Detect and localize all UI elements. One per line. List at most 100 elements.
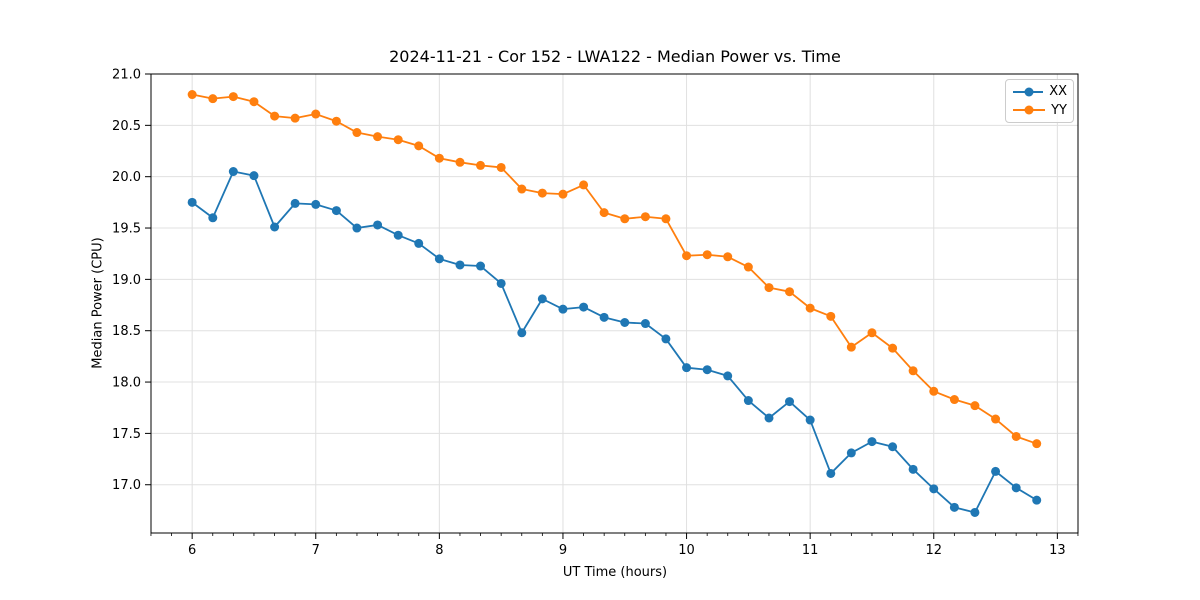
- data-point-yy: [805, 303, 815, 313]
- series-line-xx: [191, 170, 1038, 514]
- legend-label-xx: XX: [1049, 84, 1067, 100]
- data-point-xx: [455, 260, 465, 270]
- data-point-yy: [434, 153, 444, 163]
- data-point-xx: [661, 334, 671, 344]
- data-point-yy: [331, 116, 341, 126]
- data-point-yy: [352, 128, 362, 138]
- data-point-yy: [270, 111, 280, 121]
- data-point-yy: [1032, 439, 1042, 449]
- data-point-xx: [434, 254, 444, 264]
- y-tick-label: 19.5: [112, 222, 141, 237]
- x-tick-label: 9: [559, 543, 567, 558]
- data-point-yy: [888, 343, 898, 353]
- x-tick-label: 6: [188, 543, 196, 558]
- data-point-yy: [682, 251, 692, 261]
- data-point-yy: [414, 141, 424, 151]
- data-point-yy: [1011, 431, 1021, 441]
- data-point-xx: [476, 261, 486, 271]
- x-tick-label: 7: [312, 543, 320, 558]
- data-point-xx: [373, 220, 383, 230]
- x-tick-label: 10: [678, 543, 695, 558]
- data-point-xx: [1011, 483, 1021, 493]
- legend-line-sample-yy: [1013, 105, 1045, 115]
- data-point-yy: [228, 92, 238, 102]
- y-tick-label: 19.0: [112, 273, 141, 288]
- data-point-yy: [949, 395, 959, 405]
- data-point-yy: [661, 214, 671, 224]
- data-point-xx: [331, 206, 341, 216]
- data-point-yy: [620, 214, 630, 224]
- data-point-xx: [908, 464, 918, 474]
- data-point-xx: [929, 484, 939, 494]
- data-point-yy: [455, 157, 465, 167]
- data-point-xx: [949, 502, 959, 512]
- data-point-xx: [785, 397, 795, 407]
- data-point-xx: [208, 213, 218, 223]
- data-point-xx: [702, 365, 712, 375]
- data-point-xx: [805, 415, 815, 425]
- plot-area: [150, 73, 1079, 534]
- data-point-xx: [414, 238, 424, 248]
- data-point-xx: [1032, 495, 1042, 505]
- data-point-yy: [743, 262, 753, 272]
- data-point-yy: [723, 252, 733, 262]
- data-point-xx: [187, 197, 197, 207]
- chart-title: 2024-11-21 - Cor 152 - LWA122 - Median P…: [389, 47, 841, 66]
- data-point-xx: [496, 278, 506, 288]
- y-tick-label: 21.0: [112, 68, 141, 83]
- data-point-yy: [311, 109, 321, 119]
- data-point-xx: [764, 413, 774, 423]
- data-point-xx: [393, 230, 403, 240]
- data-point-xx: [517, 328, 527, 338]
- data-point-yy: [373, 132, 383, 142]
- data-point-yy: [929, 386, 939, 396]
- data-point-yy: [785, 287, 795, 297]
- data-point-yy: [991, 414, 1001, 424]
- data-point-yy: [496, 162, 506, 172]
- data-point-xx: [270, 222, 280, 232]
- data-point-xx: [579, 302, 589, 312]
- data-point-yy: [826, 311, 836, 321]
- data-point-yy: [702, 250, 712, 260]
- data-point-xx: [743, 396, 753, 406]
- y-tick-label: 18.0: [112, 376, 141, 391]
- data-point-yy: [599, 208, 609, 218]
- y-tick-label: 17.5: [112, 427, 141, 442]
- data-point-xx: [867, 437, 877, 447]
- data-point-yy: [558, 189, 568, 199]
- data-point-xx: [970, 507, 980, 517]
- y-tick-label: 17.0: [112, 478, 141, 493]
- legend: XX YY: [1005, 79, 1074, 123]
- data-point-xx: [620, 317, 630, 327]
- x-axis-label: UT Time (hours): [562, 565, 668, 580]
- data-point-xx: [682, 363, 692, 373]
- data-point-yy: [249, 97, 259, 107]
- x-tick-label: 11: [802, 543, 819, 558]
- legend-line-sample-xx: [1013, 87, 1044, 97]
- data-point-yy: [579, 180, 589, 190]
- data-point-xx: [846, 448, 856, 458]
- data-point-xx: [537, 294, 547, 304]
- data-point-xx: [599, 312, 609, 322]
- data-point-xx: [290, 198, 300, 208]
- data-point-xx: [228, 167, 238, 177]
- data-point-yy: [846, 342, 856, 352]
- y-tick-label: 20.0: [112, 170, 141, 185]
- data-point-yy: [476, 160, 486, 170]
- data-point-yy: [867, 328, 877, 338]
- data-point-xx: [991, 466, 1001, 476]
- data-point-xx: [249, 171, 259, 181]
- data-point-yy: [764, 283, 774, 293]
- data-point-yy: [970, 401, 980, 411]
- data-point-xx: [888, 442, 898, 452]
- y-tick-label: 20.5: [112, 119, 141, 134]
- data-point-xx: [311, 199, 321, 209]
- data-point-xx: [723, 371, 733, 381]
- legend-label-yy: YY: [1051, 102, 1067, 118]
- x-tick-label: 12: [925, 543, 942, 558]
- data-point-xx: [352, 223, 362, 233]
- x-tick-label: 13: [1049, 543, 1066, 558]
- data-point-yy: [537, 188, 547, 198]
